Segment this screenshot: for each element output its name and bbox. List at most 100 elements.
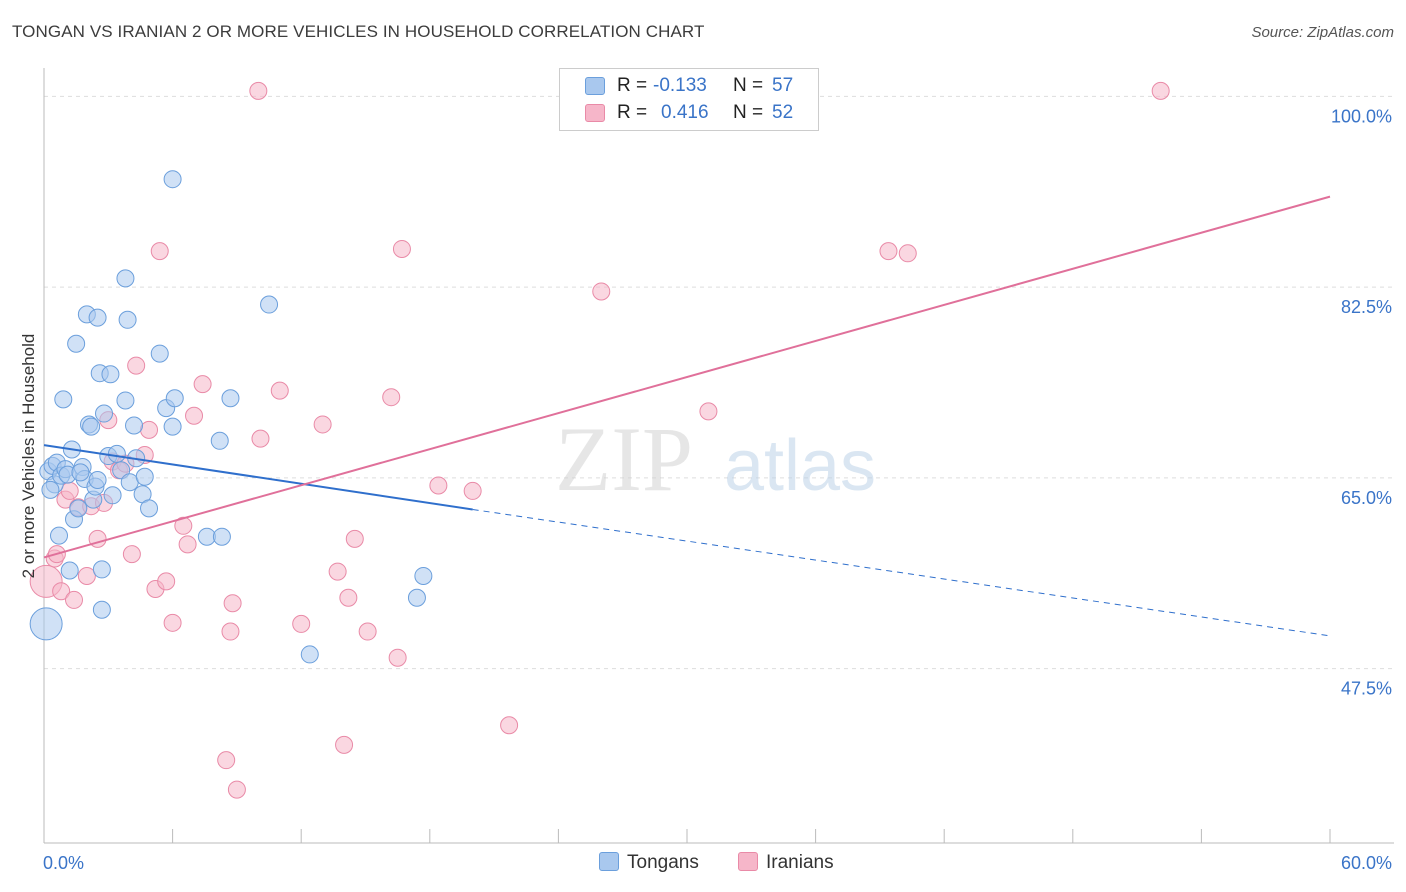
iranians-point-33 <box>251 429 270 448</box>
iranians-point-29 <box>221 622 240 641</box>
tongans-point-30 <box>107 444 126 463</box>
tongans-point-56 <box>71 463 90 482</box>
iranians-point-35 <box>292 614 311 633</box>
trend-lines <box>43 195 1331 637</box>
iranians-point-27 <box>193 375 212 394</box>
tongans-point-12 <box>67 334 86 353</box>
legend-tongans: Tongans <box>599 852 699 874</box>
tongans-point-50 <box>260 295 279 314</box>
iranians-point-30 <box>223 594 242 613</box>
iranians-point-8 <box>77 566 96 585</box>
iranians-point-40 <box>345 529 364 548</box>
tongans-points <box>29 170 433 664</box>
tongans-point-49 <box>221 389 240 408</box>
y-tick-label-1: 82.5% <box>1341 297 1392 317</box>
iranians-swatch <box>585 104 605 122</box>
tongans-r-label: R = <box>617 75 648 96</box>
iranians-point-41 <box>358 622 377 641</box>
tongans-point-48 <box>212 527 231 546</box>
tongans-point-52 <box>407 588 426 607</box>
iranians-point-46 <box>463 481 482 500</box>
iranians-point-42 <box>382 388 401 407</box>
iranians-point-31 <box>227 780 246 799</box>
tongans-point-55 <box>41 480 60 499</box>
tongans-point-54 <box>29 607 63 641</box>
tongans-point-32 <box>116 391 135 410</box>
tongans-point-40 <box>140 499 159 518</box>
tongans-r-value: -0.133 <box>653 75 707 96</box>
tongans-swatch <box>585 77 605 95</box>
tongans-point-25 <box>92 560 111 579</box>
iranians-point-52 <box>1151 81 1170 100</box>
tongans-point-29 <box>103 486 122 505</box>
iranians-point-38 <box>335 735 354 754</box>
iranians-point-48 <box>592 282 611 301</box>
tongans-point-39 <box>135 467 154 486</box>
tongans-point-24 <box>92 600 111 619</box>
y-tick-labels: 100.0% 82.5% 65.0% 47.5% <box>1331 106 1392 698</box>
source-label: Source: ZipAtlas.com <box>1251 24 1394 41</box>
tongans-point-26 <box>95 404 114 423</box>
iranians-point-16 <box>122 545 141 564</box>
tongans-point-9 <box>60 561 79 580</box>
iranians-points <box>29 81 1170 799</box>
tongans-point-47 <box>210 431 229 450</box>
tongans-point-28 <box>101 365 120 384</box>
axes <box>43 68 1394 844</box>
iranians-r-label: R = <box>617 102 648 123</box>
tongans-point-45 <box>163 170 182 189</box>
iranians-point-47 <box>500 716 519 735</box>
tongans-trend-extension <box>472 508 1331 637</box>
iranians-point-36 <box>313 415 332 434</box>
iranians-point-23 <box>163 613 182 632</box>
tongans-point-6 <box>54 390 73 409</box>
iranians-point-45 <box>429 476 448 495</box>
iranians-point-39 <box>339 588 358 607</box>
iranians-point-51 <box>898 244 917 263</box>
iranians-point-21 <box>150 242 169 261</box>
iranians-point-25 <box>178 535 197 554</box>
iranians-point-17 <box>127 356 146 375</box>
legend-tongans-label: Tongans <box>627 852 699 873</box>
tongans-point-46 <box>197 527 216 546</box>
y-tick-label-2: 65.0% <box>1341 488 1392 508</box>
iranians-trend-line <box>43 195 1331 559</box>
watermark: ZIP atlas <box>555 408 876 510</box>
tongans-point-41 <box>150 344 169 363</box>
tongans-n-value: 57 <box>772 75 794 96</box>
tongans-point-36 <box>125 416 144 435</box>
legend-iranians: Iranians <box>738 852 834 874</box>
iranians-n-value: 52 <box>772 102 794 123</box>
x-tick-label-min: 0.0% <box>43 853 84 873</box>
iranians-point-32 <box>249 81 268 100</box>
iranians-point-3 <box>52 582 71 601</box>
tongans-point-21 <box>88 471 107 490</box>
iranians-point-5 <box>60 481 79 500</box>
iranians-point-19 <box>140 420 159 439</box>
gridlines <box>44 95 1394 670</box>
tongans-point-35 <box>120 473 139 492</box>
tongans-n-label: N = <box>733 75 764 96</box>
tongans-point-13 <box>69 499 88 518</box>
watermark-atlas: atlas <box>724 426 876 506</box>
iranians-point-26 <box>185 406 204 425</box>
iranians-n-label: N = <box>733 102 764 123</box>
stats-legend: R = -0.133 N = 57 R = 0.416 N = 52 <box>559 68 819 131</box>
tongans-point-44 <box>165 389 184 408</box>
iranians-r-value: 0.416 <box>661 102 709 123</box>
iranians-point-50 <box>879 242 898 261</box>
iranians-point-28 <box>217 751 236 770</box>
y-axis-label: 2 or more Vehicles in Household <box>19 334 38 579</box>
iranians-point-6 <box>65 590 84 609</box>
tongans-point-51 <box>300 645 319 664</box>
tongans-point-34 <box>116 269 135 288</box>
tongans-trend-line <box>43 444 473 511</box>
legend-iranians-swatch <box>738 852 758 871</box>
iranians-point-37 <box>328 562 347 581</box>
iranians-point-34 <box>270 381 289 400</box>
y-tick-label-0: 100.0% <box>1331 106 1392 126</box>
y-tick-label-3: 47.5% <box>1341 679 1392 699</box>
tongans-point-43 <box>163 417 182 436</box>
iranians-point-49 <box>699 402 718 421</box>
